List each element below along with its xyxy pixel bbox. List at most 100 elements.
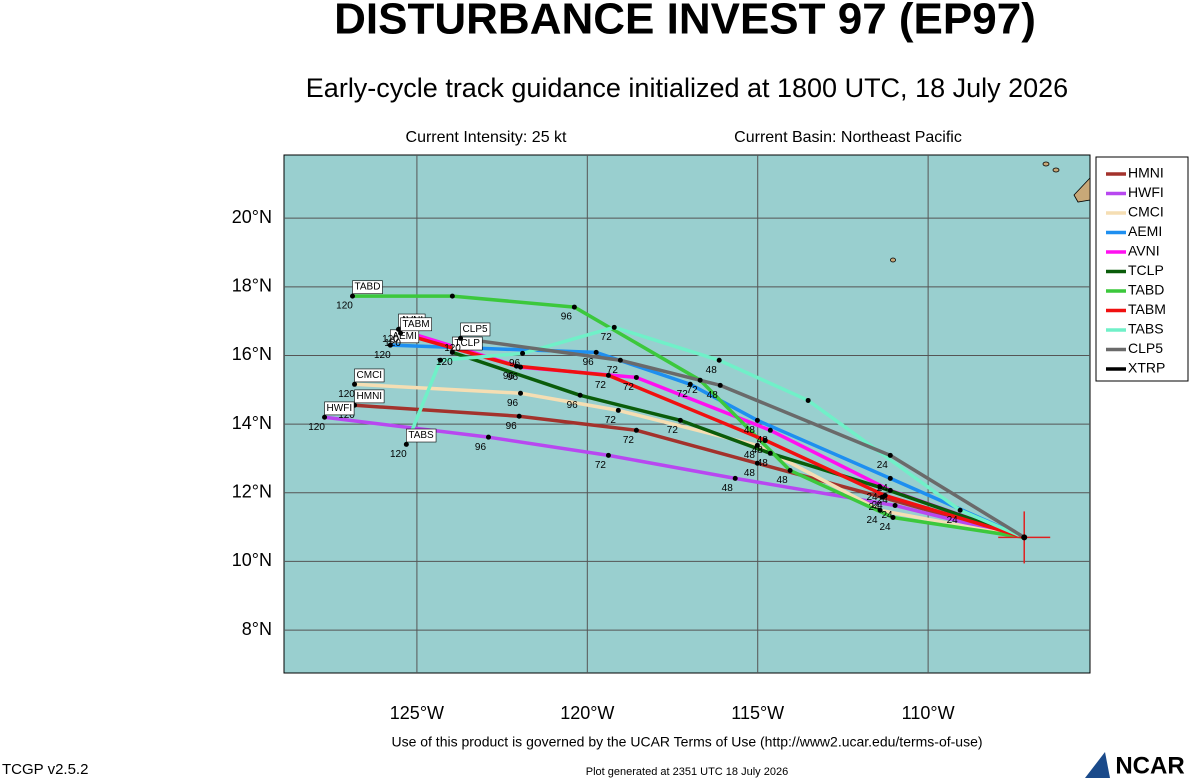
end-label: HWFI: [324, 401, 355, 416]
hour-label: 120: [336, 301, 353, 312]
hour-label: 48: [722, 483, 734, 494]
legend-label: HWFI: [1128, 184, 1164, 200]
hour-label: 48: [706, 365, 718, 376]
legend-label: TABM: [1128, 301, 1166, 317]
legend-label: CLP5: [1128, 340, 1163, 356]
track-line: [451, 350, 1025, 540]
y-tick-label: 14°N: [232, 413, 272, 433]
hour-label: 96: [583, 357, 595, 368]
tracks: 24487296120HMNI24487296120HWFI2448729612…: [308, 280, 1051, 564]
end-label: CLP5: [460, 322, 491, 337]
end-label-box: [354, 368, 385, 383]
track-point: [352, 381, 358, 387]
y-tick-label: 18°N: [232, 276, 272, 296]
track-point: [350, 293, 356, 299]
legend-label: AEMI: [1128, 223, 1162, 239]
track-point: [697, 377, 703, 383]
plot-area: [283, 154, 1091, 674]
track-point: [877, 484, 883, 490]
track-point: [520, 350, 526, 356]
track-point: [518, 364, 524, 370]
y-tick-label: 16°N: [232, 344, 272, 364]
x-tick-label: 110°W: [902, 703, 955, 723]
end-label: HMNI: [354, 389, 385, 404]
x-tick-label: 125°W: [390, 703, 444, 723]
track-point: [387, 342, 393, 348]
end-label-text: TABD: [355, 282, 381, 293]
x-tick-label: 115°W: [731, 703, 784, 723]
track-point: [890, 514, 896, 520]
track-point: [403, 441, 409, 447]
track-point: [518, 390, 524, 396]
coast: [1073, 176, 1091, 203]
hour-label: 24: [877, 460, 889, 471]
chart-title: DISTURBANCE INVEST 97 (EP97): [334, 0, 1036, 44]
grid: [284, 155, 1090, 673]
end-label-text: TABS: [408, 430, 434, 441]
track-point: [732, 475, 738, 481]
track-point: [449, 293, 455, 299]
track-point: [887, 452, 893, 458]
track-point: [617, 357, 623, 363]
end-label-box: [352, 280, 383, 295]
legend-label: TABS: [1128, 321, 1164, 337]
hour-label: 72: [623, 382, 635, 393]
hour-label: 96: [509, 358, 521, 369]
legend-label: HMNI: [1128, 165, 1164, 181]
track-point: [593, 349, 599, 355]
hour-label: 72: [607, 365, 619, 376]
hour-label: 120: [338, 410, 355, 421]
track-point: [754, 442, 760, 448]
track-point: [754, 460, 760, 466]
track-line: [354, 403, 1025, 540]
chart-subtitle: Early-cycle track guidance initialized a…: [306, 73, 1068, 103]
hour-label: 48: [777, 475, 789, 486]
end-label-box: [406, 428, 437, 443]
end-label: TABM: [400, 317, 432, 332]
hour-label: 72: [667, 425, 679, 436]
hour-label: 72: [601, 332, 613, 343]
track-point: [396, 326, 402, 332]
track-point: [762, 437, 768, 443]
hour-label: 120: [382, 334, 399, 345]
hour-label: 24: [867, 492, 879, 503]
hour-label: 48: [757, 458, 769, 469]
y-tick-label: 20°N: [232, 207, 272, 227]
end-label-text: CLP5: [463, 324, 488, 335]
hour-label: 96: [507, 398, 519, 409]
track-point: [633, 374, 639, 380]
footer: Use of this product is governed by the U…: [391, 734, 982, 750]
basin-info: Current Basin: Northeast Pacific: [734, 129, 962, 146]
generated: Plot generated at 2351 UTC 18 July 2026: [586, 766, 788, 778]
hour-label: 96: [567, 400, 579, 411]
track-point: [513, 363, 519, 369]
end-label-text: HWFI: [327, 403, 353, 414]
track-point: [787, 467, 793, 473]
track-point: [805, 397, 811, 403]
legend-label: XTRP: [1128, 360, 1165, 376]
hour-label: 120: [384, 338, 401, 349]
end-label-text: AEMI: [392, 331, 416, 342]
hour-label: 24: [877, 495, 889, 506]
hour-label: 24: [872, 500, 884, 511]
track-point: [677, 417, 683, 423]
end-label-box: [460, 322, 491, 337]
hour-label: 72: [677, 389, 689, 400]
logo: NCAR: [1115, 752, 1184, 779]
end-label: TABD: [352, 280, 383, 295]
end-label-box: [400, 317, 432, 332]
hour-label: 120: [436, 357, 453, 368]
track-point: [882, 493, 888, 499]
track-point: [605, 372, 611, 378]
hour-label: 72: [595, 460, 607, 471]
track-point: [615, 407, 621, 413]
track-point: [957, 507, 963, 513]
hour-label: 96: [475, 442, 487, 453]
track-point: [892, 502, 898, 508]
hour-label: 96: [503, 371, 515, 382]
track-point: [322, 414, 328, 420]
x-tick-label: 120°W: [560, 703, 614, 723]
end-label: TABS: [406, 428, 437, 443]
hour-label: 72: [605, 415, 617, 426]
